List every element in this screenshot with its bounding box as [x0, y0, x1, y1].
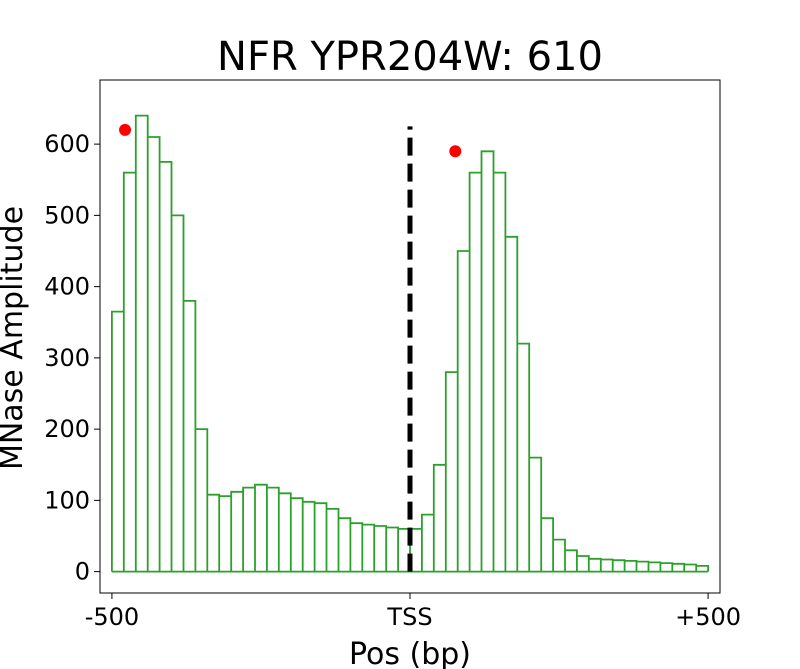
y-tick-label-3: 300 [44, 344, 90, 372]
x-axis-title: Pos (bp) [349, 637, 471, 669]
y-tick-label-6: 600 [44, 130, 90, 158]
y-tick-label-5: 500 [44, 201, 90, 229]
y-axis: 0 100 200 300 400 500 600 [44, 130, 100, 586]
y-tick-label-4: 400 [44, 273, 90, 301]
y-axis-title: MNase Amplitude [0, 206, 30, 470]
x-tick-label-1: TSS [386, 603, 432, 631]
y-tick-label-2: 200 [44, 415, 90, 443]
plot-area [111, 114, 709, 573]
series-line-0 [111, 114, 709, 572]
x-tick-label-2: +500 [675, 603, 741, 631]
x-tick-label-0: -500 [85, 603, 139, 631]
chart-title: NFR YPR204W: 610 [217, 34, 603, 80]
peak-marker-0 [119, 123, 132, 136]
peak-marker-1 [449, 145, 462, 158]
y-tick-label-1: 100 [44, 486, 90, 514]
x-axis: -500 TSS +500 [85, 593, 741, 631]
y-tick-label-0: 0 [75, 558, 90, 586]
